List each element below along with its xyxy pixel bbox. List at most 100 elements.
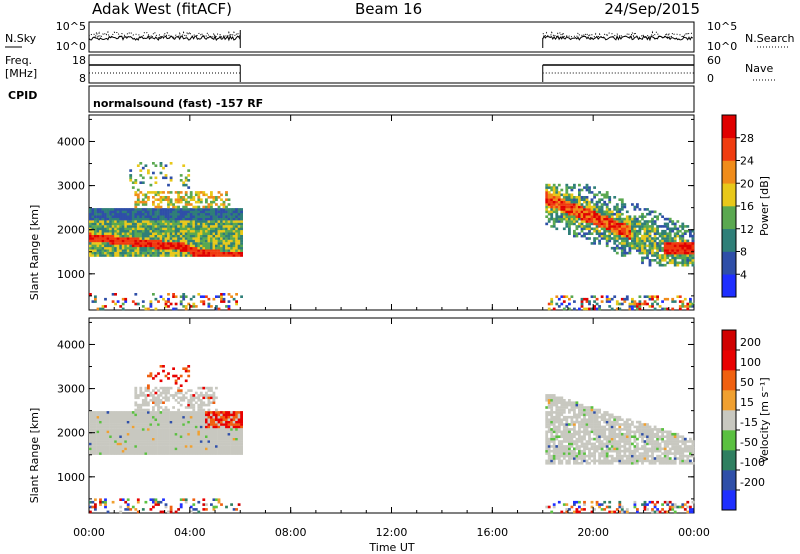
data-cell <box>194 225 198 228</box>
data-cell <box>141 220 145 223</box>
data-cell <box>580 413 584 417</box>
data-cell <box>217 239 221 243</box>
data-cell <box>689 232 692 235</box>
data-cell <box>623 432 627 436</box>
data-cell <box>557 200 561 204</box>
data-cell <box>139 425 143 429</box>
data-cell <box>172 394 175 397</box>
data-cell <box>136 428 140 431</box>
data-cell <box>240 242 243 245</box>
data-cell <box>159 164 163 167</box>
data-cell <box>560 406 564 409</box>
data-cell <box>653 440 657 443</box>
data-cell <box>235 423 238 426</box>
data-cell <box>608 430 612 434</box>
data-cell <box>187 411 191 414</box>
data-cell <box>106 449 110 453</box>
data-cell <box>124 212 128 216</box>
data-cell <box>207 212 211 216</box>
data-cell <box>628 437 632 441</box>
data-cell <box>194 232 198 235</box>
data-cell <box>555 452 559 455</box>
data-cell <box>205 428 208 431</box>
data-cell <box>235 227 238 231</box>
data-cell <box>240 440 243 443</box>
data-cell <box>580 215 584 218</box>
data-cell <box>182 413 186 417</box>
data-cell <box>116 437 120 441</box>
data-cell <box>177 217 180 221</box>
data-cell <box>623 225 627 228</box>
data-cell <box>159 220 163 223</box>
data-cell <box>91 220 95 223</box>
data-cell <box>194 449 198 453</box>
data-cell <box>116 445 120 448</box>
data-cell <box>159 212 163 216</box>
data-cell <box>162 415 165 419</box>
data-cell <box>162 452 165 455</box>
data-cell <box>555 227 559 231</box>
data-cell <box>552 457 556 460</box>
data-cell <box>618 500 622 504</box>
data-cell <box>628 215 632 218</box>
data-cell <box>593 295 596 298</box>
data-cell <box>666 217 670 221</box>
data-cell <box>588 229 591 233</box>
data-cell <box>552 435 556 438</box>
data-cell <box>583 205 586 209</box>
data-cell <box>552 188 556 192</box>
data-cell <box>157 208 160 211</box>
data-cell <box>633 435 637 438</box>
data-cell <box>141 249 145 252</box>
data-cell <box>104 234 107 238</box>
data-cell <box>643 300 647 303</box>
data-cell <box>646 249 649 252</box>
data-cell <box>605 225 609 228</box>
data-cell <box>136 251 140 255</box>
data-cell <box>240 452 243 455</box>
data-cell <box>562 205 566 209</box>
data-cell <box>620 302 624 306</box>
data-cell <box>179 179 183 182</box>
data-cell <box>557 198 561 201</box>
data-cell <box>605 411 609 414</box>
data-cell <box>215 428 218 431</box>
data-cell <box>638 454 642 458</box>
data-cell <box>154 215 158 218</box>
data-cell <box>111 428 115 431</box>
data-cell <box>552 452 556 455</box>
data-cell <box>126 420 130 424</box>
data-cell <box>199 220 203 223</box>
data-cell <box>129 229 133 233</box>
data-cell <box>121 239 125 243</box>
data-cell <box>638 227 642 231</box>
data-cell <box>111 440 115 443</box>
data-cell <box>623 246 627 250</box>
data-cell <box>199 237 203 240</box>
data-cell <box>615 432 619 436</box>
data-cell <box>222 222 226 226</box>
data-cell <box>94 505 97 509</box>
y-axis-label: Slant Range [km] <box>28 205 41 301</box>
data-cell <box>149 302 153 306</box>
data-cell <box>641 435 644 438</box>
data-cell <box>588 440 591 443</box>
data-cell <box>651 510 654 514</box>
data-cell <box>182 205 186 209</box>
data-cell <box>205 413 208 417</box>
data-cell <box>136 452 140 455</box>
data-cell <box>595 237 599 240</box>
data-cell <box>174 212 178 216</box>
data-cell <box>605 203 609 206</box>
data-cell <box>235 418 238 421</box>
data-cell <box>618 457 622 460</box>
data-cell <box>91 437 95 441</box>
data-cell <box>620 229 624 233</box>
data-cell <box>192 452 196 455</box>
data-cell <box>202 428 206 431</box>
data-cell <box>217 440 221 443</box>
data-cell <box>598 234 601 238</box>
data-cell <box>651 449 654 453</box>
data-cell <box>661 215 664 218</box>
data-cell <box>141 300 145 303</box>
